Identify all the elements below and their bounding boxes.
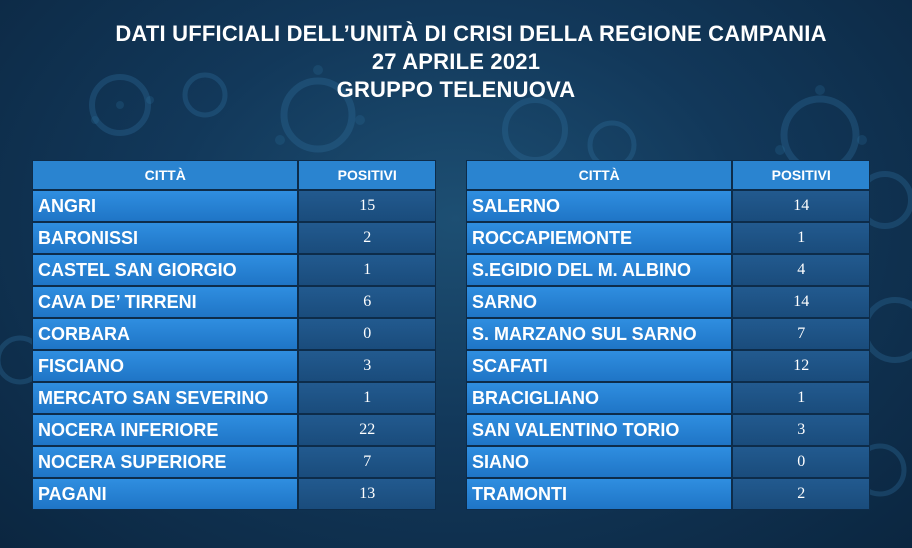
table-header-row: CITTÀ POSITIVI	[467, 161, 869, 191]
table-row: S.EGIDIO DEL M. ALBINO 4	[467, 255, 869, 287]
positive-count: 2	[299, 223, 435, 255]
positive-count: 6	[299, 287, 435, 319]
city-name: BARONISSI	[33, 223, 300, 255]
city-name: SARNO	[467, 287, 734, 319]
positive-count: 7	[733, 319, 869, 351]
positive-count: 1	[733, 223, 869, 255]
table-row: NOCERA SUPERIORE 7	[33, 447, 435, 479]
city-name: SCAFATI	[467, 351, 734, 383]
table-row: TRAMONTI 2	[467, 479, 869, 509]
table-row: BARONISSI 2	[33, 223, 435, 255]
positive-count: 3	[733, 415, 869, 447]
table-row: CORBARA 0	[33, 319, 435, 351]
positive-count: 14	[733, 191, 869, 223]
table-row: PAGANI 13	[33, 479, 435, 509]
positive-count: 0	[733, 447, 869, 479]
column-header-positive: POSITIVI	[299, 161, 435, 191]
table-row: CAVA DE’ TIRRENI 6	[33, 287, 435, 319]
positive-count: 1	[299, 255, 435, 287]
table-row: ROCCAPIEMONTE 1	[467, 223, 869, 255]
city-name: SALERNO	[467, 191, 734, 223]
city-name: SAN VALENTINO TORIO	[467, 415, 734, 447]
column-header-positive: POSITIVI	[733, 161, 869, 191]
city-name: CORBARA	[33, 319, 300, 351]
positive-count: 15	[299, 191, 435, 223]
table-row: SARNO 14	[467, 287, 869, 319]
city-name: CAVA DE’ TIRRENI	[33, 287, 300, 319]
city-name: FISCIANO	[33, 351, 300, 383]
positive-count: 7	[299, 447, 435, 479]
table-row: ANGRI 15	[33, 191, 435, 223]
city-name: BRACIGLIANO	[467, 383, 734, 415]
table-row: SIANO 0	[467, 447, 869, 479]
positive-count: 0	[299, 319, 435, 351]
page-title: DATI UFFICIALI DELL’UNITÀ DI CRISI DELLA…	[115, 21, 827, 46]
city-name: S.EGIDIO DEL M. ALBINO	[467, 255, 734, 287]
positive-count: 1	[733, 383, 869, 415]
table-row: FISCIANO 3	[33, 351, 435, 383]
table-row: SAN VALENTINO TORIO 3	[467, 415, 869, 447]
page-date: 27 APRILE 2021	[371, 49, 541, 74]
positive-count: 13	[299, 479, 435, 509]
positive-count: 14	[733, 287, 869, 319]
positive-count: 2	[733, 479, 869, 509]
positive-count: 12	[733, 351, 869, 383]
city-name: NOCERA SUPERIORE	[33, 447, 300, 479]
city-name: CASTEL SAN GIORGIO	[33, 255, 300, 287]
table-row: S. MARZANO SUL SARNO 7	[467, 319, 869, 351]
table-row: MERCATO SAN SEVERINO 1	[33, 383, 435, 415]
positive-count: 22	[299, 415, 435, 447]
city-name: SIANO	[467, 447, 734, 479]
table-row: NOCERA INFERIORE 22	[33, 415, 435, 447]
table-row: BRACIGLIANO 1	[467, 383, 869, 415]
city-name: ROCCAPIEMONTE	[467, 223, 734, 255]
positive-count: 4	[733, 255, 869, 287]
page-subtitle: GRUPPO TELENUOVA	[336, 77, 576, 102]
city-name: TRAMONTI	[467, 479, 734, 509]
table-header-row: CITTÀ POSITIVI	[33, 161, 435, 191]
positive-count: 3	[299, 351, 435, 383]
table-row: CASTEL SAN GIORGIO 1	[33, 255, 435, 287]
city-name: MERCATO SAN SEVERINO	[33, 383, 300, 415]
left-cities-table: CITTÀ POSITIVI ANGRI 15 BARONISSI 2 CASTEL…	[32, 160, 436, 510]
column-header-city: CITTÀ	[33, 161, 300, 191]
city-name: PAGANI	[33, 479, 300, 509]
right-cities-table: CITTÀ POSITIVI SALERNO 14 ROCCAPIEMONTE 1 …	[466, 160, 870, 510]
city-name: NOCERA INFERIORE	[33, 415, 300, 447]
page-header: DATI UFFICIALI DELL’UNITÀ DI CRISI DELLA…	[0, 20, 912, 104]
table-row: SALERNO 14	[467, 191, 869, 223]
city-name: S. MARZANO SUL SARNO	[467, 319, 734, 351]
city-name: ANGRI	[33, 191, 300, 223]
column-header-city: CITTÀ	[467, 161, 734, 191]
table-row: SCAFATI 12	[467, 351, 869, 383]
positive-count: 1	[299, 383, 435, 415]
